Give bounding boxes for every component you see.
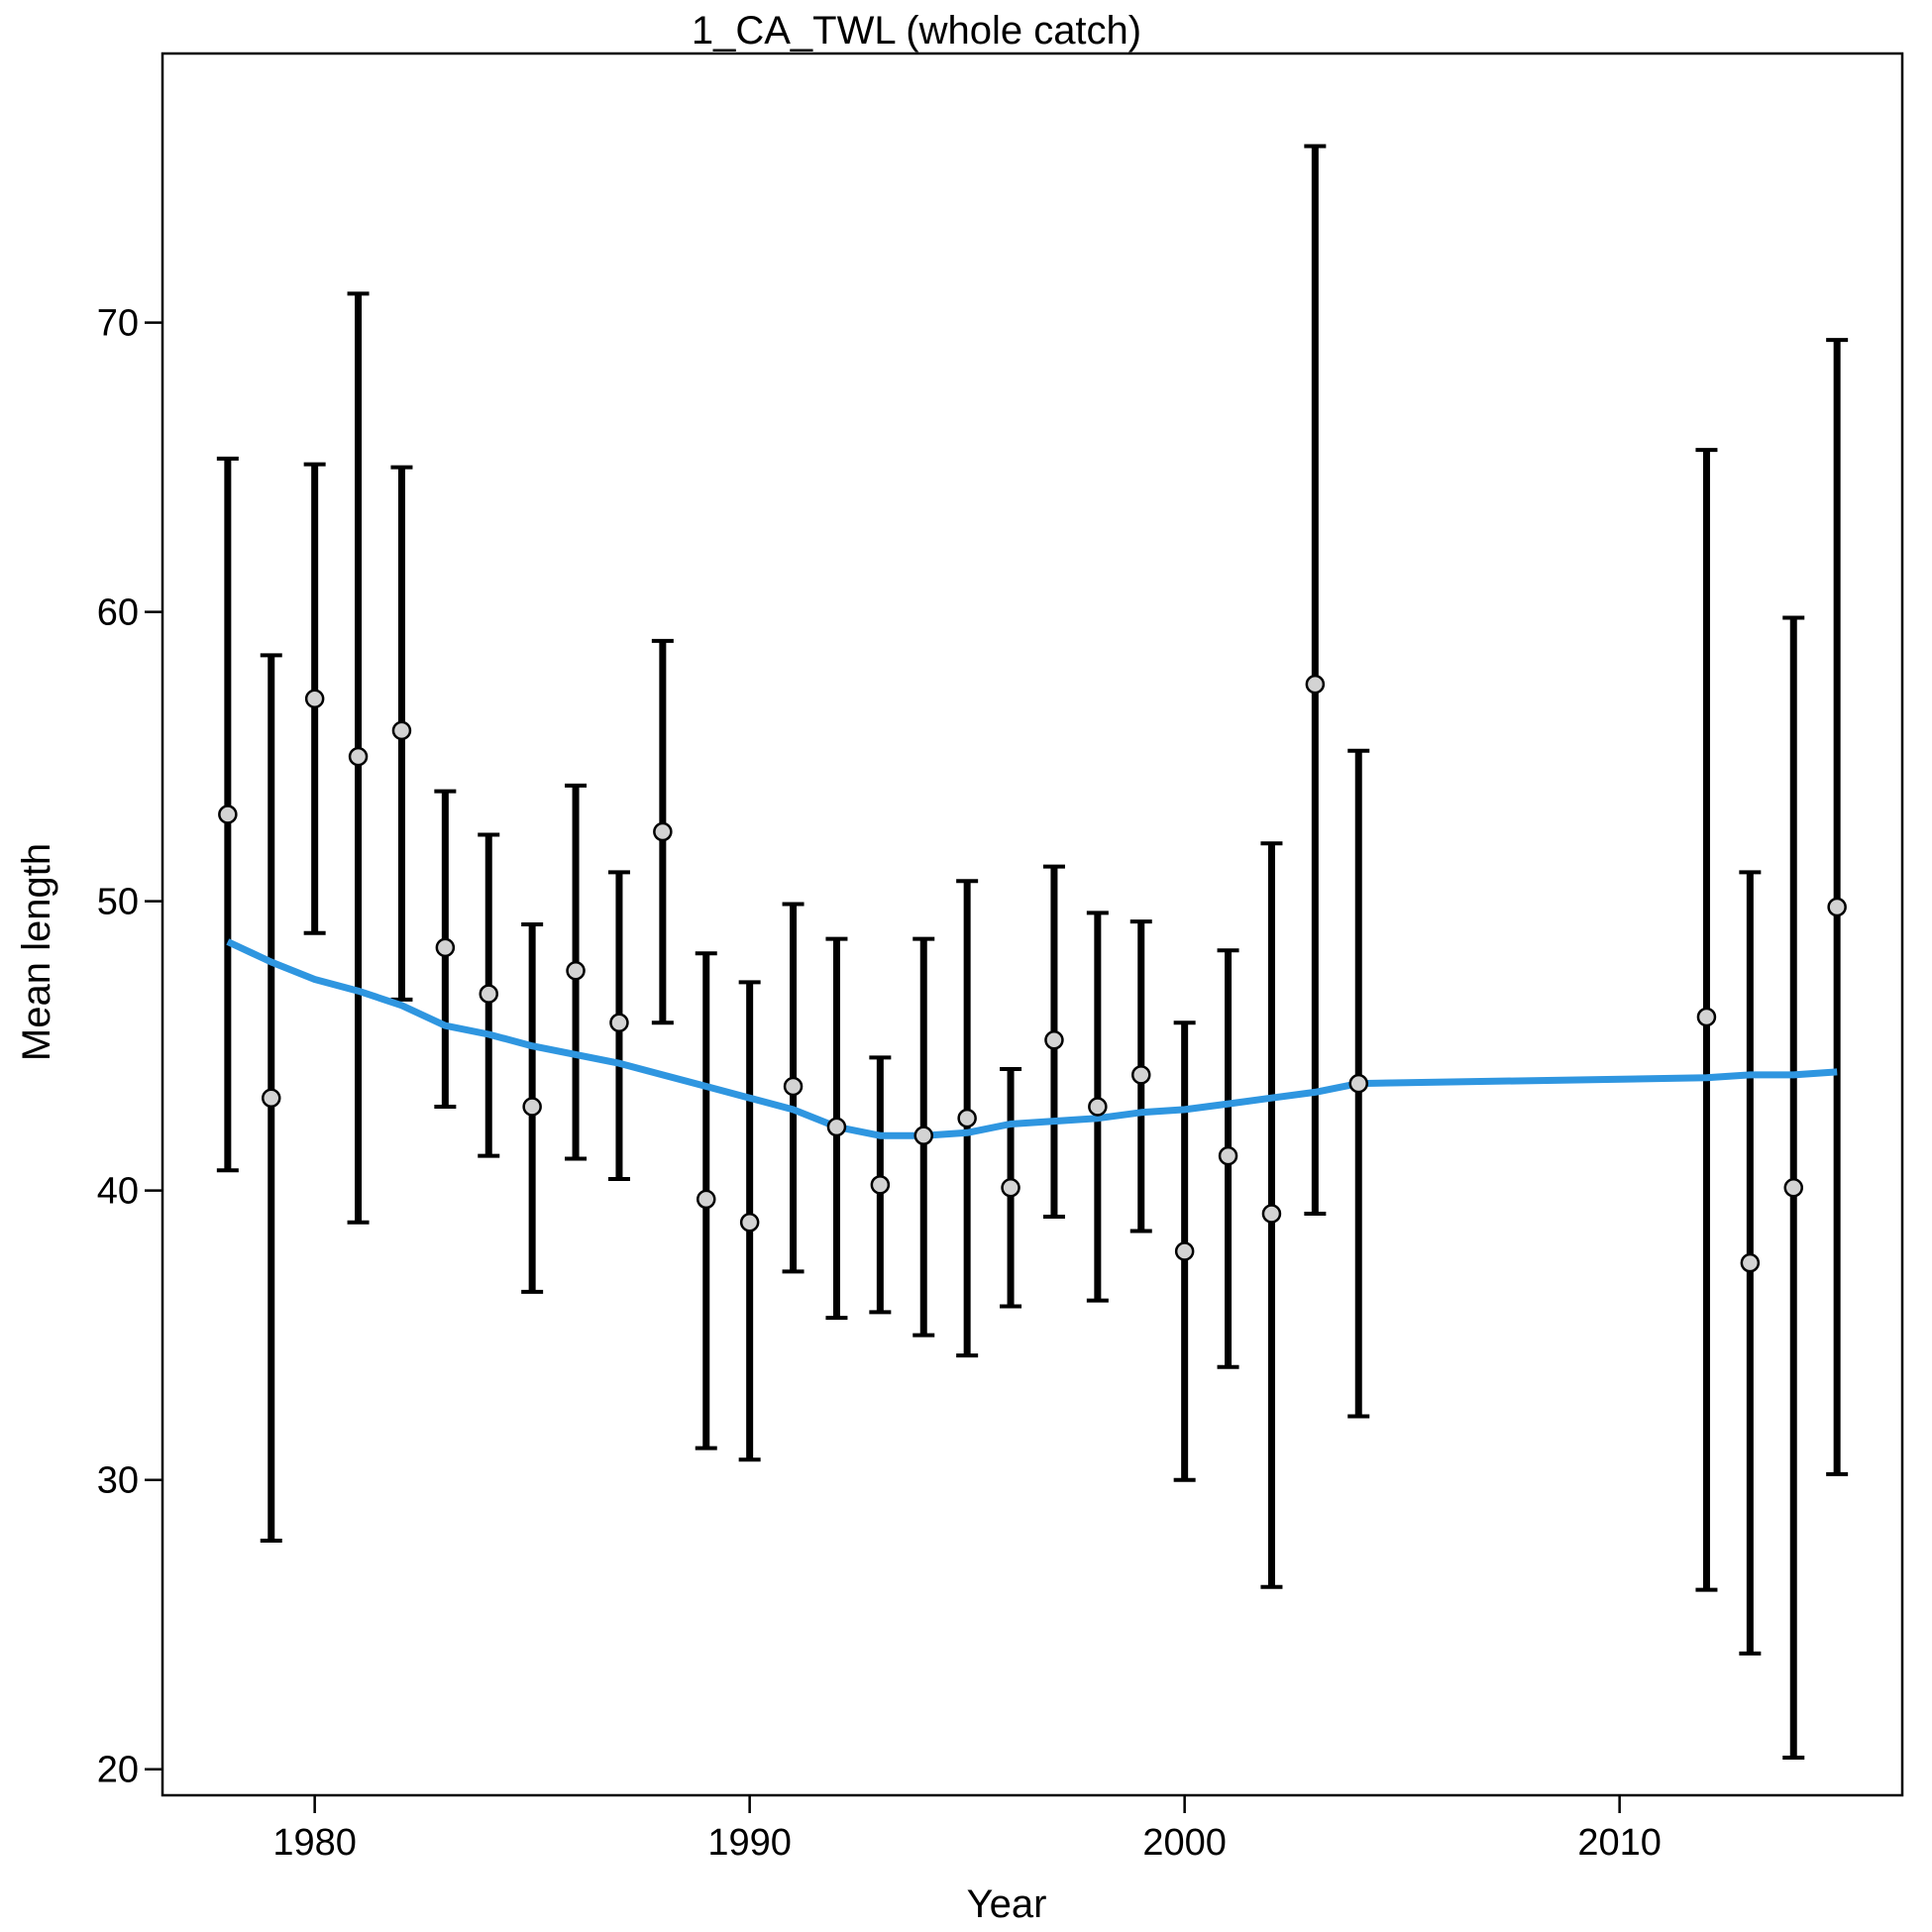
x-axis: 1980 1990 2000 2010 [272,1795,1662,1864]
data-point [435,937,456,958]
data-point [1827,897,1847,917]
data-point [566,960,586,981]
plot-frame [161,52,1904,1797]
data-point [348,746,369,767]
data-point [1783,1177,1803,1198]
data-point [479,984,498,1004]
y-axis: 20 30 40 50 60 70 [97,303,162,1791]
y-tick-label: 60 [97,592,139,634]
x-tick-label: 1990 [707,1822,792,1864]
data-point [739,1213,760,1233]
x-axis-title: Year [967,1882,1047,1926]
data-point [1305,674,1326,695]
data-point [957,1108,977,1128]
y-tick-label: 20 [97,1750,139,1791]
chart-title: 1_CA_TWL (whole catch) [692,9,1141,53]
data-point [1740,1252,1761,1273]
data-point [1348,1073,1368,1094]
data-point [826,1117,847,1137]
data-point [1696,1007,1717,1027]
y-axis-title: Mean length [15,843,58,1061]
data-point [697,1189,716,1210]
data-point [218,805,238,824]
y-tick-label: 30 [97,1460,139,1502]
data-point [653,821,673,842]
x-tick-label: 1980 [272,1822,357,1864]
data-point [1261,1204,1282,1224]
data-point [522,1097,542,1117]
data-point [913,1126,933,1145]
y-tick-label: 50 [97,882,139,923]
data-point [262,1088,281,1108]
data-point [1044,1030,1064,1050]
data-points [218,674,1847,1273]
data-point [1088,1097,1108,1117]
data-point [1001,1177,1020,1198]
data-point [304,689,325,708]
y-tick-label: 40 [97,1171,139,1213]
data-point [783,1076,804,1097]
trend-line-group [226,938,1838,1139]
trend-line [226,938,1838,1139]
x-tick-label: 2010 [1577,1822,1662,1864]
y-tick-label: 70 [97,303,139,345]
data-point [1174,1241,1195,1261]
data-point [870,1175,891,1195]
data-point [609,1013,629,1033]
data-point [1131,1065,1151,1085]
x-tick-label: 2000 [1142,1822,1227,1864]
data-point [391,720,412,741]
data-point [1218,1145,1238,1166]
